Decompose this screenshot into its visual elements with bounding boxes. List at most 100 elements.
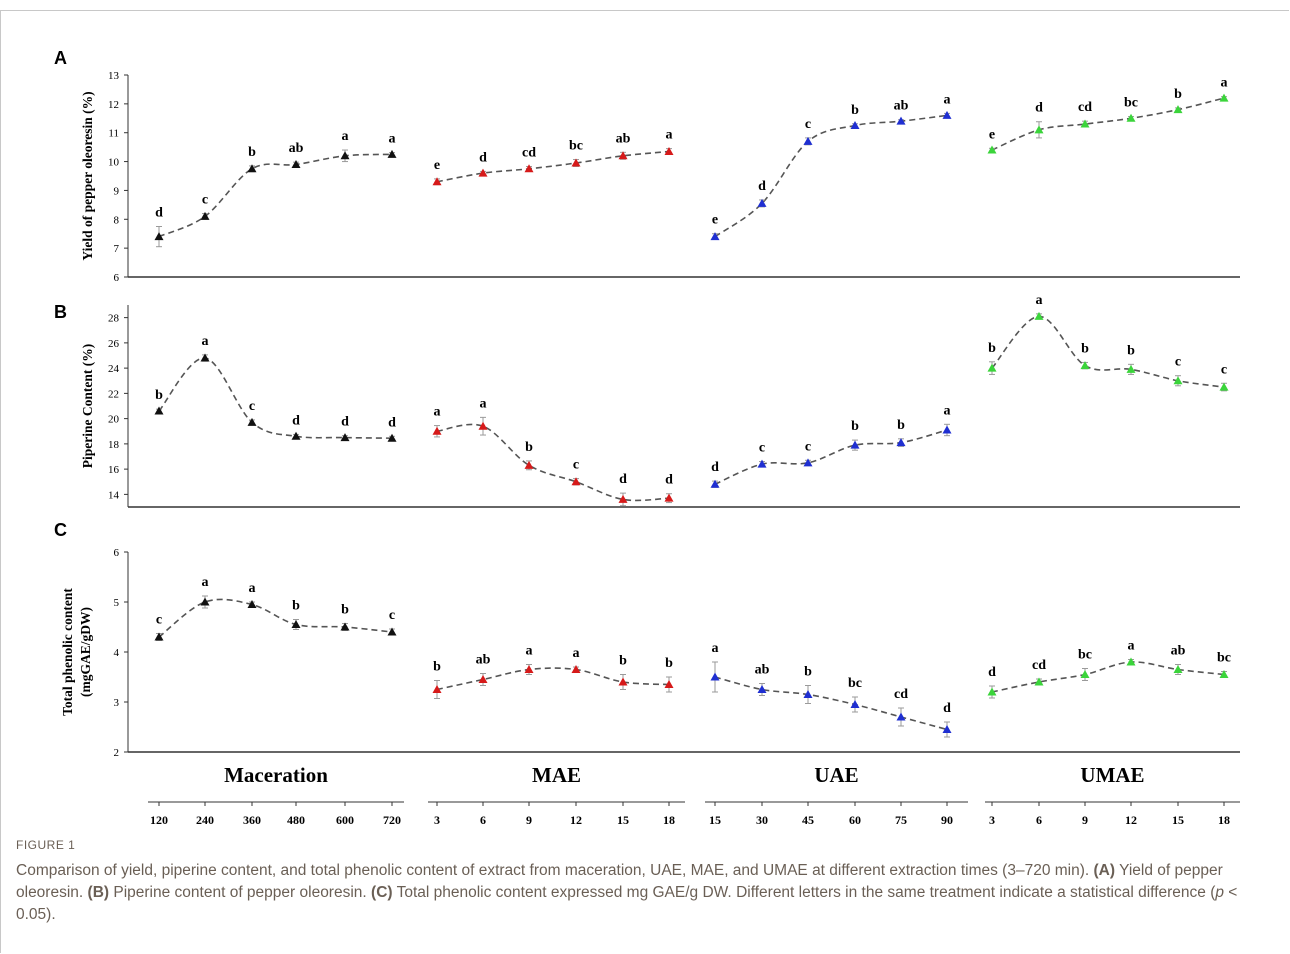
method-label-umae: UMAE (1080, 763, 1144, 787)
data-point-maceration (387, 433, 397, 442)
significance-letter: d (758, 179, 766, 194)
data-point-maceration (247, 164, 257, 173)
series-line-mae (436, 667, 670, 691)
method-label-uae: UAE (814, 763, 858, 787)
caption-end-post: < 0.05). (16, 884, 1238, 923)
significance-letter: bc (569, 139, 583, 154)
series-line-umae (991, 97, 1225, 151)
significance-letter: ab (894, 99, 909, 114)
series-line-uae (714, 114, 948, 238)
significance-letter: c (805, 117, 811, 132)
data-point-umae (1126, 364, 1136, 373)
significance-letter: d (292, 413, 300, 428)
data-point-umae (1126, 113, 1136, 122)
data-point-maceration (154, 232, 164, 241)
x-tick-label: 75 (895, 813, 907, 827)
y-tick-label: 6 (114, 272, 120, 284)
method-label-maceration: Maceration (224, 763, 328, 787)
significance-letter: cd (1078, 100, 1092, 115)
y-tick-label: 28 (108, 313, 120, 325)
data-point-mae (664, 493, 674, 502)
series-line-maceration (158, 153, 393, 238)
data-point-uae (850, 700, 860, 708)
data-point-uae (850, 440, 860, 449)
data-point-maceration (247, 417, 257, 426)
y-axis-title: Yield of pepper oleoresin (%) (80, 91, 95, 260)
series-line-maceration (158, 357, 393, 439)
significance-letter: a (249, 581, 256, 596)
significance-letter: d (665, 473, 673, 488)
data-point-umae (987, 363, 997, 372)
data-point-uae (803, 690, 813, 698)
data-point-maceration (340, 151, 350, 160)
significance-letter: a (1128, 639, 1135, 654)
data-point-uae (803, 458, 813, 467)
x-tick-label: 15 (1172, 813, 1184, 827)
significance-letter: cd (894, 687, 908, 702)
data-point-umae (987, 145, 997, 154)
data-point-maceration (154, 632, 164, 641)
significance-letter: ab (289, 141, 304, 156)
x-tick-label: 3 (434, 813, 440, 827)
data-point-mae (432, 426, 442, 435)
data-point-uae (757, 459, 767, 468)
significance-letter: d (711, 460, 719, 475)
data-point-mae (664, 146, 674, 155)
y-tick-label: 12 (108, 99, 119, 111)
significance-letter: b (433, 660, 441, 675)
y-axis-title: Total phenolic content (60, 588, 75, 716)
x-tick-label: 15 (709, 813, 721, 827)
y-tick-label: 7 (114, 243, 120, 255)
significance-letter: c (202, 193, 208, 208)
significance-letter: cd (522, 145, 536, 160)
significance-letter: d (479, 150, 487, 165)
significance-letter: ab (755, 663, 770, 678)
series-line-uae (714, 429, 948, 486)
panel-label-c: C (54, 520, 67, 540)
data-point-uae (942, 110, 952, 119)
significance-letter: d (388, 415, 396, 430)
significance-letter: c (805, 439, 811, 454)
significance-letter: a (944, 403, 951, 418)
data-point-uae (710, 479, 720, 488)
y-tick-label: 9 (114, 185, 120, 197)
y-tick-label: 18 (108, 439, 120, 451)
significance-letter: c (573, 458, 579, 473)
significance-letter: c (249, 399, 255, 414)
y-tick-label: 3 (114, 697, 120, 709)
data-point-maceration (340, 433, 350, 442)
data-point-umae (1219, 670, 1229, 678)
series-line-mae (436, 423, 670, 502)
y-tick-label: 5 (114, 597, 120, 609)
significance-letter: a (480, 396, 487, 411)
x-tick-label: 600 (336, 813, 354, 827)
series-line-umae (991, 315, 1225, 388)
significance-letter: a (202, 575, 209, 590)
significance-letter: bc (1078, 648, 1092, 663)
significance-letter: b (1174, 87, 1182, 102)
significance-letter: b (1127, 343, 1135, 358)
y-tick-label: 20 (108, 414, 120, 426)
significance-letter: a (342, 129, 349, 144)
significance-letter: b (1081, 341, 1089, 356)
significance-letter: a (202, 334, 209, 349)
x-tick-label: 360 (243, 813, 261, 827)
x-tick-label: 6 (480, 813, 486, 827)
data-point-uae (757, 198, 767, 207)
data-point-mae (571, 477, 581, 486)
data-point-maceration (387, 149, 397, 158)
significance-letter: bc (848, 676, 862, 691)
data-point-uae (850, 121, 860, 129)
data-point-mae (432, 177, 442, 186)
data-point-uae (942, 725, 952, 733)
data-point-maceration (291, 159, 301, 168)
x-tick-label: 18 (1218, 813, 1230, 827)
data-point-maceration (154, 406, 164, 415)
significance-letter: a (389, 132, 396, 147)
data-point-umae (1080, 670, 1090, 678)
significance-letter: bc (1124, 96, 1138, 111)
significance-letter: a (434, 405, 441, 420)
data-point-mae (478, 168, 488, 177)
y-tick-label: 4 (114, 647, 120, 659)
x-tick-label: 45 (802, 813, 814, 827)
